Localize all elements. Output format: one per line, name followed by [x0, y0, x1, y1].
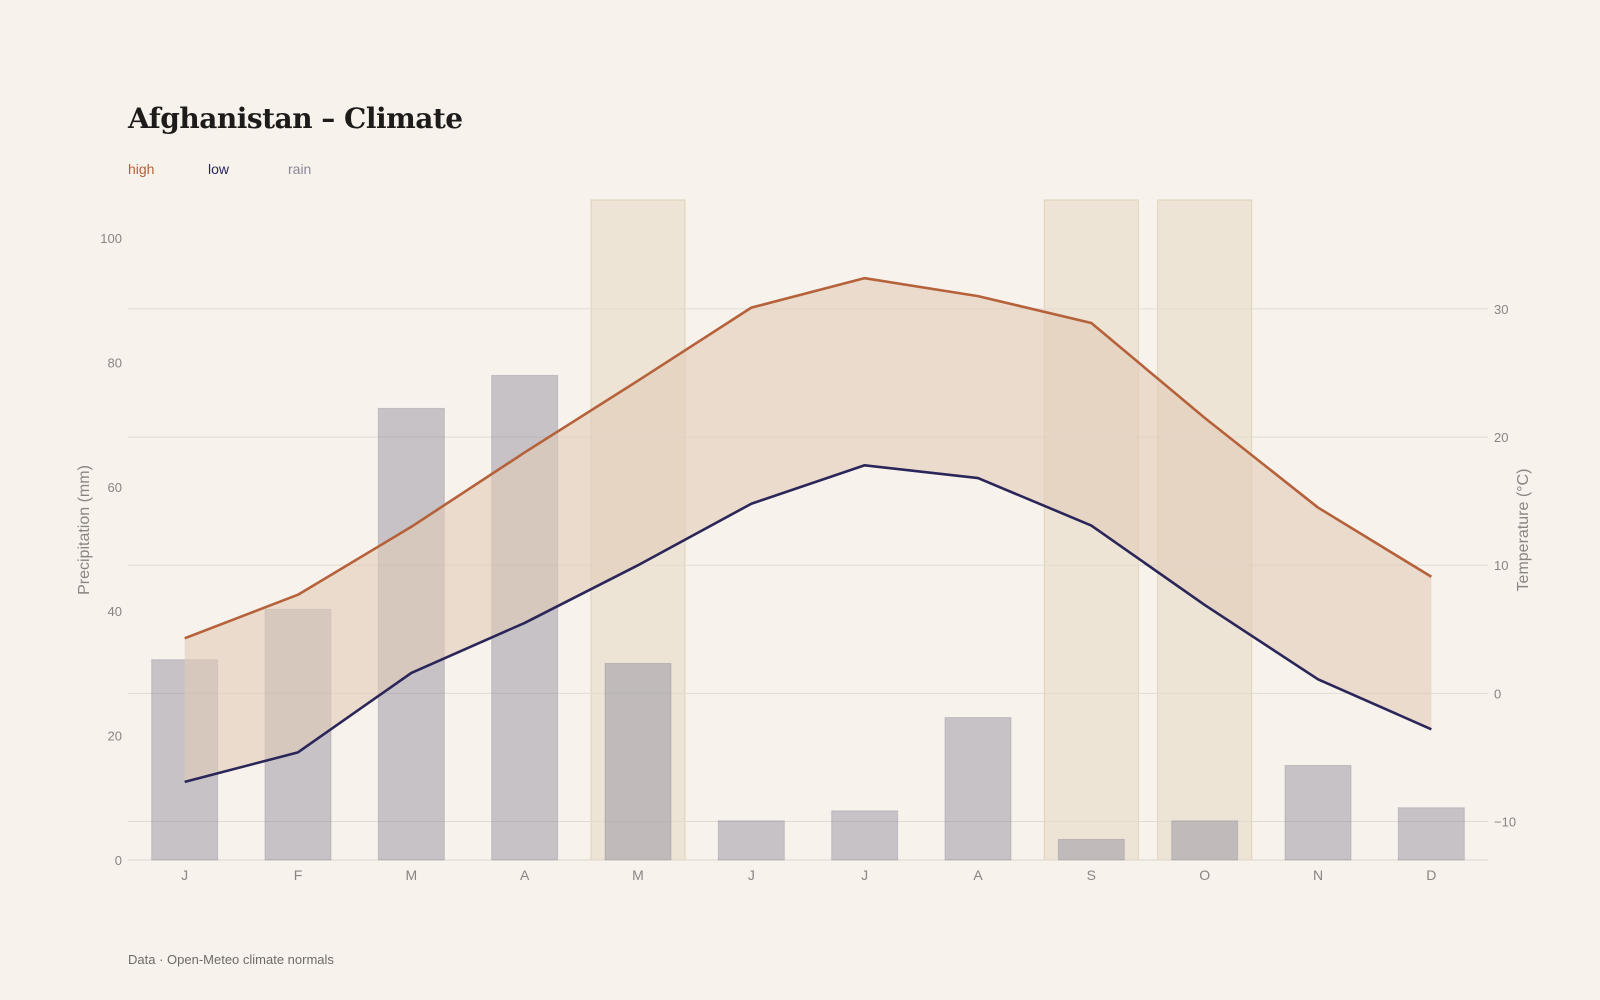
- left-axis-tick: 0: [115, 853, 122, 868]
- x-axis-tick: O: [1199, 867, 1210, 883]
- left-axis-tick: 60: [108, 480, 122, 495]
- legend-rain: rain: [288, 161, 312, 177]
- left-axis-tick: 100: [100, 231, 122, 246]
- right-axis-tick: −10: [1494, 815, 1516, 830]
- rain-bar: [717, 820, 785, 861]
- right-axis-tick: 0: [1494, 686, 1501, 701]
- x-axis-tick: J: [861, 867, 868, 883]
- temperature-range-band: [184, 278, 1432, 782]
- x-axis-tick: A: [973, 867, 983, 883]
- chart-title: Afghanistan – Climate: [128, 102, 463, 135]
- x-axis-tick: J: [748, 867, 755, 883]
- x-axis-tick: M: [405, 867, 417, 883]
- x-axis-tick: M: [632, 867, 644, 883]
- legend-high: high: [128, 161, 155, 177]
- left-axis-tick: 80: [108, 355, 122, 370]
- x-axis-tick: S: [1087, 867, 1096, 883]
- right-axis-tick: 20: [1494, 430, 1508, 445]
- right-axis-tick: 30: [1494, 302, 1508, 317]
- legend-low: low: [208, 161, 230, 177]
- left-axis-tick: 40: [108, 604, 122, 619]
- x-axis-tick: J: [181, 867, 188, 883]
- right-axis-tick: 10: [1494, 558, 1508, 573]
- x-axis-tick: A: [520, 867, 530, 883]
- left-axis-tick: 20: [108, 729, 122, 744]
- rain-bar: [831, 810, 899, 861]
- low-temperature-line: [184, 463, 1432, 784]
- rain-bar: [1284, 764, 1352, 861]
- high-temperature-line: [184, 276, 1433, 640]
- rain-bar: [1397, 807, 1465, 861]
- right-axis-label: Temperature (°C): [1515, 469, 1532, 592]
- rain-bar: [1057, 838, 1125, 861]
- left-axis-label: Precipitation (mm): [76, 465, 93, 595]
- x-axis-tick: N: [1313, 867, 1323, 883]
- rain-bar: [1171, 820, 1239, 861]
- x-axis-tick: D: [1426, 867, 1436, 883]
- x-axis-tick: F: [294, 867, 303, 883]
- rain-bar: [604, 662, 672, 861]
- data-source: Data · Open-Meteo climate normals: [128, 952, 334, 967]
- rain-bar: [944, 717, 1012, 861]
